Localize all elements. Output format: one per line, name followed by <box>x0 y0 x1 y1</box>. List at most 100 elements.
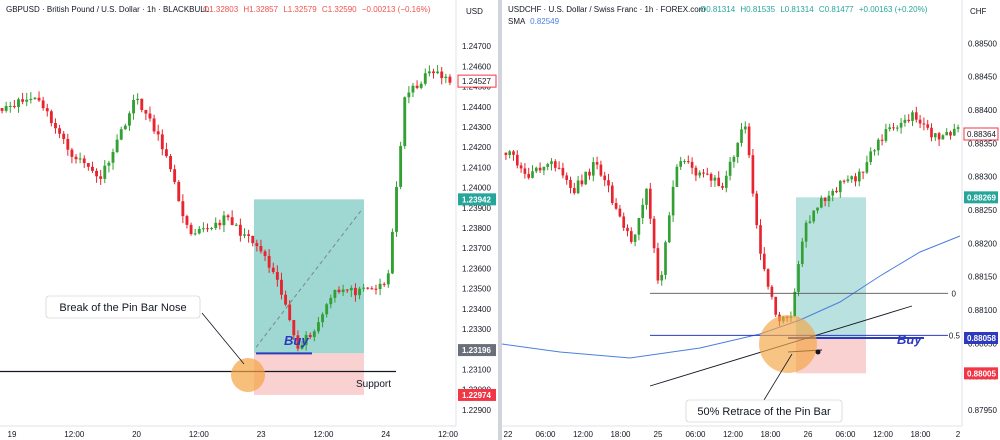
candle-down <box>21 99 25 102</box>
candle-up <box>407 92 411 98</box>
right-symbol-line: USDCHF · U.S. Dollar / Swiss Franc · 1h … <box>508 5 706 14</box>
candle-down <box>721 185 724 188</box>
candle-down <box>892 127 895 129</box>
candle-up <box>857 171 861 182</box>
candle-up <box>399 146 403 187</box>
candle-down <box>656 248 660 281</box>
candle-down <box>709 173 713 181</box>
right-chart: 0 0.5 50% Retrace of the Pin Bar Buy 0.8850… <box>501 0 1000 440</box>
candle-up <box>411 85 415 93</box>
right-callout-text: 50% Retrace of the Pin Bar <box>697 406 831 418</box>
left-stop-zone <box>254 353 364 395</box>
right-price-tag-text: 0.88058 <box>967 334 996 343</box>
candle-down <box>366 287 370 289</box>
price-tick-label: 1.24400 <box>462 103 491 112</box>
price-tick-label: 1.24100 <box>462 163 491 172</box>
left-time-axis: 19 12:00 20 12:00 23 12:00 24 12:00 <box>8 430 459 439</box>
candle-down <box>62 133 66 139</box>
price-tick-label: 0.88500 <box>968 39 997 48</box>
candle-up <box>508 151 512 155</box>
candle-down <box>930 127 933 138</box>
candle-up <box>899 122 903 128</box>
candle-down <box>618 208 622 217</box>
candle-up <box>333 289 337 298</box>
left-callout-leader <box>201 312 245 365</box>
left-price-tag-text: 1.23942 <box>462 195 491 204</box>
left-pin-bar-highlight <box>231 358 265 392</box>
candle-down <box>255 243 259 247</box>
candle-down <box>512 151 515 155</box>
candle-down <box>95 170 99 177</box>
candle-up <box>427 71 431 74</box>
candle-up <box>390 231 394 274</box>
candle-up <box>804 222 808 242</box>
price-tick-label: 1.24000 <box>462 184 491 193</box>
left-price-tag-target <box>458 193 496 206</box>
candle-down <box>614 202 618 209</box>
candle-down <box>337 289 341 293</box>
candle-down <box>37 97 41 101</box>
price-tick-label: 1.23100 <box>462 365 491 374</box>
candle-up <box>816 207 819 211</box>
candle-up <box>884 129 888 141</box>
candle-up <box>436 71 440 74</box>
candle-up <box>664 242 667 275</box>
candle-up <box>542 166 546 171</box>
time-tick-label: 06:00 <box>685 430 706 439</box>
left-price-tag-neutral <box>458 344 496 357</box>
candle-down <box>66 138 70 150</box>
candle-up <box>419 83 423 88</box>
candle-up <box>210 228 214 230</box>
candle-down <box>854 176 857 182</box>
price-tick-label: 1.24600 <box>462 62 491 71</box>
candle-up <box>78 158 82 160</box>
candle-up <box>740 129 743 143</box>
candle-down <box>523 168 527 174</box>
time-tick-label: 20 <box>132 430 141 439</box>
candle-up <box>33 97 37 99</box>
candle-down <box>626 227 629 232</box>
candle-down <box>296 335 300 349</box>
candle-down <box>607 180 610 186</box>
candle-down <box>251 235 255 244</box>
right-candles <box>504 106 960 327</box>
candle-down <box>527 173 531 178</box>
right-price-tag-neutral <box>964 332 998 344</box>
candle-down <box>230 217 234 226</box>
candle-down <box>588 171 591 176</box>
candle-up <box>679 161 683 167</box>
candle-up <box>941 135 945 140</box>
time-tick-label: 24 <box>381 430 390 439</box>
price-tick-label: 1.24200 <box>462 143 491 152</box>
candle-down <box>156 131 160 135</box>
candle-down <box>629 231 633 242</box>
candle-up <box>123 125 127 130</box>
right-ohlc: O0.81314 H0.81535 L0.81314 C0.81477 +0.0… <box>700 5 928 14</box>
left-position-zones <box>254 199 364 395</box>
candle-up <box>136 98 140 101</box>
right-fib-0-label: 0 <box>952 289 957 298</box>
candle-up <box>637 218 641 235</box>
time-tick-label: 12:00 <box>438 430 459 439</box>
candle-up <box>444 76 448 79</box>
candle-down <box>308 334 312 338</box>
candle-down <box>0 108 4 111</box>
candle-up <box>846 179 850 182</box>
candle-up <box>888 127 892 130</box>
candle-down <box>189 224 193 235</box>
candle-down <box>353 287 357 296</box>
candle-down <box>580 180 584 185</box>
candle-down <box>922 123 926 125</box>
candle-down <box>259 246 263 252</box>
candle-down <box>823 197 827 202</box>
candle-up <box>800 241 804 265</box>
time-tick-label: 12:00 <box>189 430 210 439</box>
candle-up <box>576 180 580 194</box>
right-price-tags: 0.88364 0.88269 0.88058 0.88005 <box>963 127 999 380</box>
candle-up <box>362 287 366 289</box>
candle-down <box>702 172 705 174</box>
candle-up <box>831 190 835 196</box>
right-buy-label: Buy <box>897 332 922 347</box>
price-tick-label: 1.23300 <box>462 325 491 334</box>
candle-down <box>164 149 168 157</box>
